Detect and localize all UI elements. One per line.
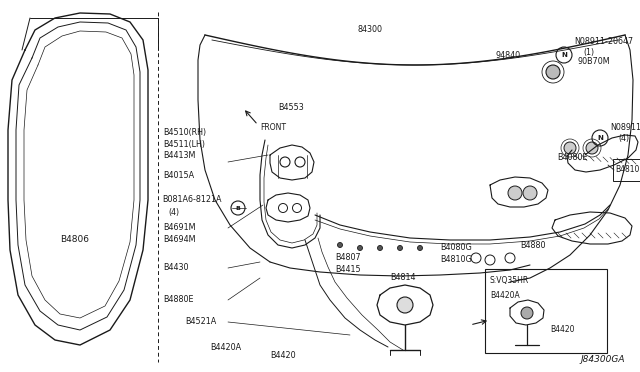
Circle shape (586, 142, 598, 154)
Text: B4691M: B4691M (163, 224, 195, 232)
Text: (4): (4) (618, 134, 629, 142)
Text: FRONT: FRONT (260, 124, 286, 132)
Text: B4510(RH): B4510(RH) (163, 128, 206, 137)
Text: B4814: B4814 (390, 273, 415, 282)
Text: N: N (561, 52, 567, 58)
Circle shape (564, 142, 576, 154)
Text: B4694M: B4694M (163, 235, 195, 244)
Text: B4080E: B4080E (557, 154, 588, 163)
Circle shape (397, 297, 413, 313)
Text: B4807: B4807 (335, 253, 360, 263)
Circle shape (523, 186, 537, 200)
Text: B4511(LH): B4511(LH) (163, 140, 205, 148)
Text: B4806: B4806 (61, 235, 90, 244)
Text: B4880E: B4880E (163, 295, 193, 305)
Text: B4420: B4420 (550, 326, 575, 334)
Text: N08911-20647: N08911-20647 (574, 38, 633, 46)
Circle shape (546, 65, 560, 79)
Text: B4420A: B4420A (210, 343, 241, 353)
Text: B081A6-8121A: B081A6-8121A (162, 196, 221, 205)
Text: B4810G: B4810G (440, 256, 472, 264)
Text: (1): (1) (583, 48, 594, 57)
Text: B4810M: B4810M (615, 166, 640, 174)
Text: B: B (236, 205, 241, 211)
Text: 94840: 94840 (495, 51, 520, 60)
Circle shape (378, 246, 383, 250)
Circle shape (508, 186, 522, 200)
Circle shape (337, 243, 342, 247)
Text: B4080G: B4080G (440, 244, 472, 253)
Text: B4415: B4415 (335, 266, 360, 275)
Circle shape (358, 246, 362, 250)
Text: B4413M: B4413M (163, 151, 195, 160)
Text: B4430: B4430 (163, 263, 189, 273)
Text: (4): (4) (168, 208, 179, 217)
Text: N08911-10537: N08911-10537 (610, 124, 640, 132)
Text: B4521A: B4521A (185, 317, 216, 327)
Text: B4420: B4420 (270, 352, 296, 360)
Text: 84300: 84300 (358, 26, 383, 35)
Text: J84300GA: J84300GA (580, 356, 625, 365)
Text: S:VQ35HR: S:VQ35HR (490, 276, 529, 285)
FancyBboxPatch shape (613, 159, 640, 181)
FancyBboxPatch shape (485, 269, 607, 353)
Circle shape (521, 307, 533, 319)
Circle shape (417, 246, 422, 250)
Text: B4420A: B4420A (490, 291, 520, 299)
Circle shape (397, 246, 403, 250)
Text: B4015A: B4015A (163, 170, 194, 180)
Text: B4880: B4880 (520, 241, 545, 250)
Text: B4553: B4553 (278, 103, 304, 112)
Text: N: N (597, 135, 603, 141)
Text: 90B70M: 90B70M (577, 58, 610, 67)
